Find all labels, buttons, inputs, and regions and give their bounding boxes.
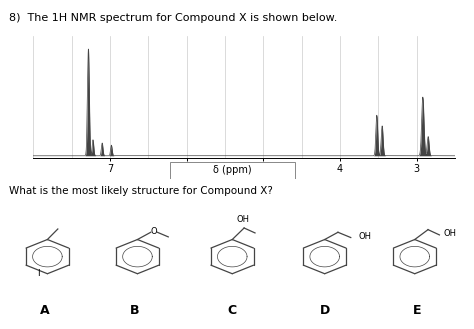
Text: B: B — [130, 304, 140, 317]
Text: E: E — [413, 304, 421, 317]
Text: A: A — [40, 304, 50, 317]
FancyBboxPatch shape — [170, 162, 295, 179]
Text: δ (ppm): δ (ppm) — [213, 165, 252, 175]
Text: C: C — [228, 304, 237, 317]
Text: OH: OH — [443, 229, 456, 238]
Text: I: I — [37, 269, 40, 278]
Text: OH: OH — [236, 215, 249, 224]
Text: OH: OH — [359, 232, 372, 241]
Text: What is the most likely structure for Compound X?: What is the most likely structure for Co… — [9, 186, 273, 196]
Text: O: O — [150, 227, 157, 236]
Text: D: D — [319, 304, 330, 317]
Text: 8)  The 1H NMR spectrum for Compound X is shown below.: 8) The 1H NMR spectrum for Compound X is… — [9, 13, 338, 23]
